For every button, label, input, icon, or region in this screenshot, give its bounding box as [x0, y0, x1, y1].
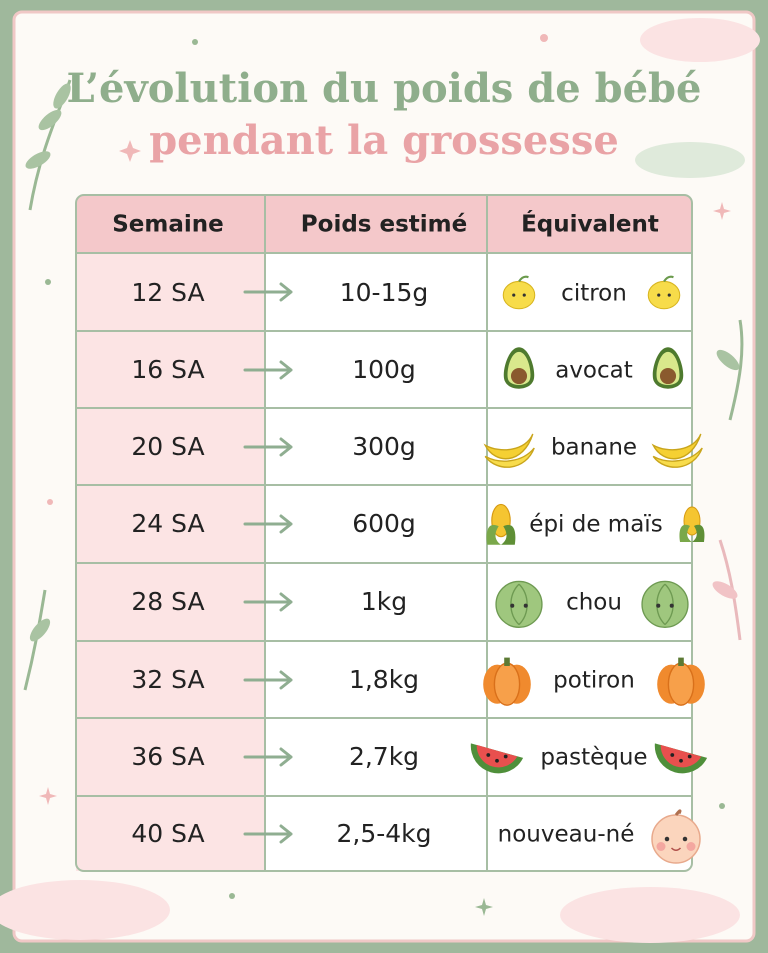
- equivalent-cell: potiron: [553, 668, 635, 694]
- week-cell: 20 SA: [131, 432, 204, 461]
- header-cell: Semaine: [112, 212, 224, 238]
- table: Semaine Poids estimé Équivalent 12 SA 10-…: [75, 194, 708, 872]
- title-line-2: pendant la grossesse: [149, 117, 619, 164]
- weight-cell: 1kg: [361, 587, 407, 616]
- week-cell: 32 SA: [131, 665, 204, 694]
- decorations: [0, 18, 760, 943]
- week-cell: 40 SA: [131, 819, 204, 848]
- header-cell: Poids estimé: [301, 212, 467, 238]
- equivalent-cell: citron: [561, 281, 627, 307]
- week-cell: 28 SA: [131, 587, 204, 616]
- header-cell: Équivalent: [521, 210, 659, 238]
- title-line-1: L’évolution du poids de bébé: [67, 65, 702, 112]
- week-cell: 36 SA: [131, 742, 204, 771]
- week-cell: 12 SA: [131, 278, 204, 307]
- weight-cell: 10-15g: [340, 278, 429, 307]
- weight-cell: 600g: [352, 509, 416, 538]
- week-cell: 24 SA: [131, 509, 204, 538]
- equivalent-cell: avocat: [555, 358, 633, 384]
- weight-cell: 2,7kg: [349, 742, 419, 771]
- equivalent-cell: nouveau-né: [498, 822, 635, 848]
- weight-cell: 2,5-4kg: [336, 819, 431, 848]
- weight-cell: 1,8kg: [349, 665, 419, 694]
- equivalent-cell: pastèque: [540, 745, 647, 771]
- equivalent-cell: épi de maïs: [529, 512, 662, 538]
- weight-cell: 100g: [352, 355, 416, 384]
- rows: 12 SA 10-15g citron 16 SA 100g avocat 20 SA 3…: [131, 278, 662, 848]
- week-cell: 16 SA: [131, 355, 204, 384]
- equivalent-cell: chou: [566, 590, 622, 616]
- weight-cell: 300g: [352, 432, 416, 461]
- equivalent-cell: banane: [551, 435, 637, 461]
- header-bg: [76, 195, 692, 253]
